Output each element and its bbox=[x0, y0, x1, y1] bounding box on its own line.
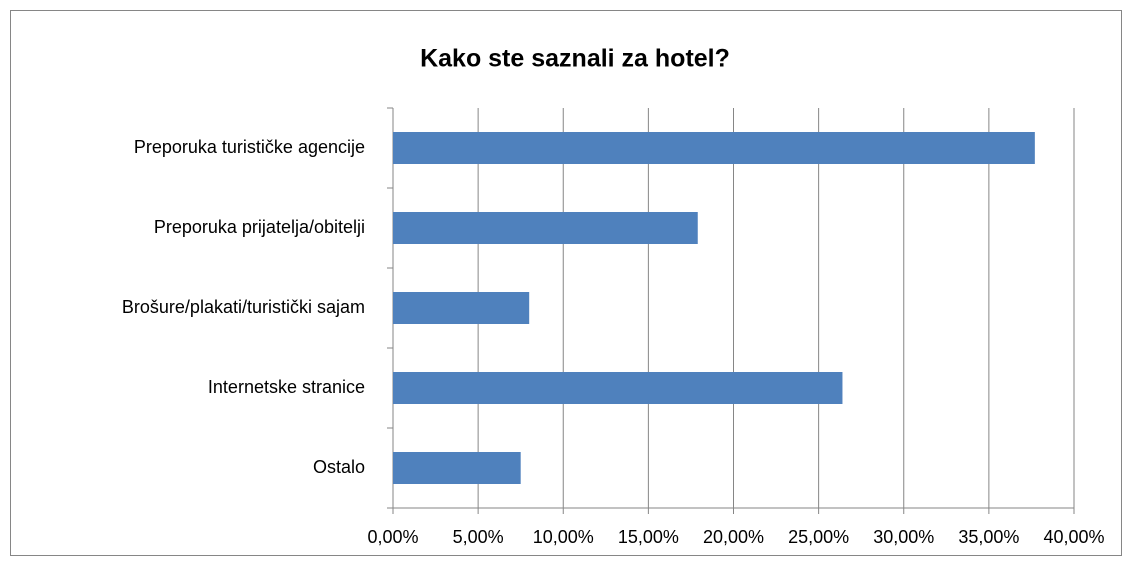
y-tick-label: Brošure/plakati/turistički sajam bbox=[122, 297, 365, 317]
x-tick-label: 30,00% bbox=[873, 527, 934, 547]
bar bbox=[393, 372, 843, 404]
y-tick-label: Preporuka turističke agencije bbox=[134, 137, 365, 157]
x-tick-label: 10,00% bbox=[533, 527, 594, 547]
bar bbox=[393, 452, 521, 484]
y-tick-label: Internetske stranice bbox=[208, 377, 365, 397]
y-tick-label: Preporuka prijatelja/obitelji bbox=[154, 217, 365, 237]
x-tick-label: 40,00% bbox=[1043, 527, 1104, 547]
x-tick-label: 25,00% bbox=[788, 527, 849, 547]
x-tick-label: 0,00% bbox=[367, 527, 418, 547]
y-tick-label: Ostalo bbox=[313, 457, 365, 477]
x-tick-label: 5,00% bbox=[453, 527, 504, 547]
x-tick-label: 35,00% bbox=[958, 527, 1019, 547]
bar bbox=[393, 292, 530, 324]
chart-title: Kako ste saznali za hotel? bbox=[420, 45, 730, 73]
x-tick-label: 20,00% bbox=[703, 527, 764, 547]
x-tick-label: 15,00% bbox=[618, 527, 679, 547]
chart-border bbox=[10, 10, 1122, 556]
bar bbox=[393, 132, 1035, 164]
bar bbox=[393, 212, 698, 244]
